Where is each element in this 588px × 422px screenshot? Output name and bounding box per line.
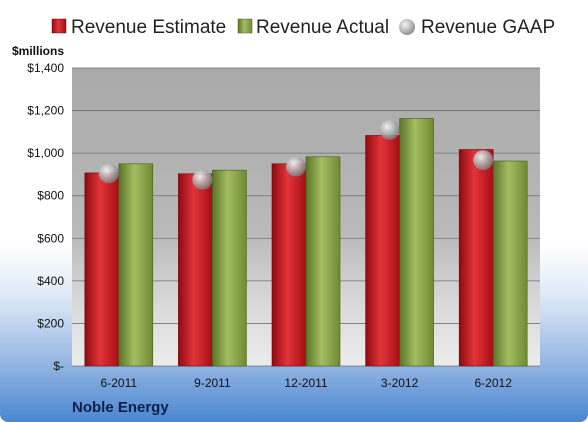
y-tick-label: $1,400 <box>27 61 64 75</box>
revenue-gaap-marker <box>473 150 494 171</box>
legend-swatch-revenue-gaap <box>399 19 415 35</box>
legend-item-revenue-actual: Revenue Actual <box>237 17 389 38</box>
y-axis-unit-label: $millions <box>12 44 64 58</box>
y-tick-label: $- <box>53 359 64 373</box>
y-tick-label: $200 <box>37 316 64 330</box>
legend-label-revenue-estimate: Revenue Estimate <box>71 17 226 38</box>
y-tick-label: $400 <box>37 274 64 288</box>
revenue-gaap-marker <box>379 119 400 140</box>
gaap-markers <box>98 119 494 190</box>
revenue-estimate-bar <box>458 149 494 367</box>
x-tick-label: 3-2012 <box>381 376 419 390</box>
revenue-estimate-bar <box>178 173 213 367</box>
revenue-actual-bar <box>492 160 528 367</box>
x-tick-label: 6-2012 <box>475 376 513 390</box>
x-axis-tick-labels: 6-2011 9-2011 12-2011 3-2012 6-2012 <box>101 376 513 390</box>
legend-label-revenue-actual: Revenue Actual <box>256 17 389 38</box>
legend: Revenue Estimate Revenue Actual Revenue … <box>51 17 555 38</box>
revenue-gaap-marker <box>98 163 119 184</box>
revenue-actual-bar <box>399 118 434 367</box>
revenue-gaap-marker <box>192 169 213 190</box>
revenue-estimate-bar <box>271 163 307 367</box>
legend-item-revenue-estimate: Revenue Estimate <box>51 17 226 38</box>
company-name: Noble Energy <box>72 399 169 416</box>
revenue-actual-bar <box>305 156 341 367</box>
legend-item-revenue-gaap: Revenue GAAP <box>399 17 555 38</box>
bars <box>84 118 528 367</box>
revenue-estimate-bar <box>365 135 400 367</box>
y-tick-label: $800 <box>37 189 64 203</box>
x-tick-label: 12-2011 <box>284 376 327 390</box>
revenue-actual-bar <box>212 169 247 367</box>
revenue-gaap-marker <box>286 156 306 177</box>
x-tick-label: 6-2011 <box>101 376 138 390</box>
x-tick-label: 9-2011 <box>194 376 231 390</box>
revenue-actual-bar <box>118 163 154 367</box>
y-axis-tick-labels: $- $200 $400 $600 $800 $1,000 $1,200 $1,400 <box>27 61 64 373</box>
y-tick-label: $1,200 <box>27 104 64 118</box>
y-tick-label: $1,000 <box>27 146 64 160</box>
revenue-estimate-bar <box>84 172 120 367</box>
legend-label-revenue-gaap: Revenue GAAP <box>421 17 555 38</box>
legend-swatch-revenue-actual <box>237 18 253 34</box>
legend-swatch-revenue-estimate <box>51 18 67 34</box>
y-tick-label: $600 <box>37 231 64 245</box>
